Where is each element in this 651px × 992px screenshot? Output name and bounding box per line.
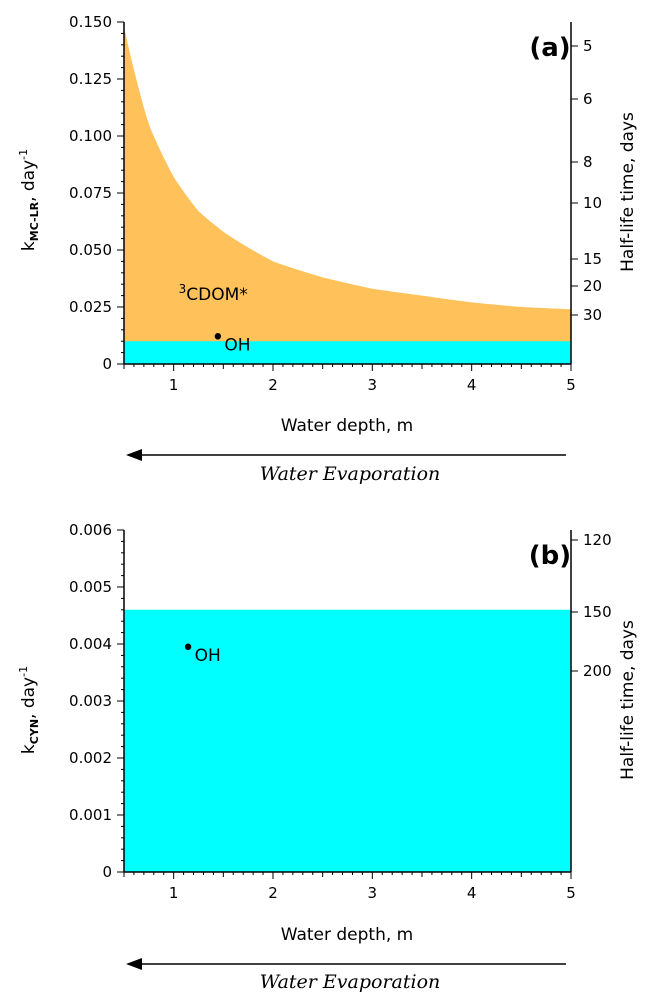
panel-b-ylabel: kCYN, day-1 xyxy=(17,666,41,754)
panel-a-x-tick-label: 4 xyxy=(467,376,477,394)
panel-b-label: (b) xyxy=(529,541,571,571)
panel-a-y2-tick-label: 6 xyxy=(583,90,593,108)
panel-b-y-tick-label: 0.004 xyxy=(69,635,112,653)
panel-b-y-tick-label: 0.005 xyxy=(69,578,112,596)
panel-b-ylabel-k: k xyxy=(19,744,39,754)
panel-b-y2-tick-label: 200 xyxy=(583,662,612,680)
panel-a-y2-tick-label: 5 xyxy=(583,37,593,55)
panel-a-arrow-head xyxy=(126,449,142,461)
panel-a-y-tick-label: 0.050 xyxy=(69,241,112,259)
panel-a-y-tick-label: 0.150 xyxy=(69,13,112,31)
panel-b-y2-tick-label: 150 xyxy=(583,603,612,621)
panel-b-x-tick-label: 4 xyxy=(467,884,477,902)
panel-a-ylabel-k: k xyxy=(19,241,39,251)
panel-b-ylabel-sub: CYN xyxy=(28,719,41,744)
panel-a-ticks: 1 2 3 4 5 0 0.025 0.050 0.075 0.100 0.125 0.150 5 6 8 1… xyxy=(69,13,602,394)
panel-b-oh-label: •OH xyxy=(182,636,221,666)
panel-a-y2label: Half-life time, days xyxy=(618,112,638,272)
panel-a-ylabel-suffix: , day xyxy=(19,160,39,202)
panel-b-x-tick-label: 5 xyxy=(566,884,576,902)
panel-b-y-tick-label: 0.001 xyxy=(69,806,112,824)
panel-a-y2-tick-label: 20 xyxy=(583,277,602,295)
panel-a-y2-tick-label: 15 xyxy=(583,250,602,268)
panel-b-areas xyxy=(124,609,571,872)
panel-b-x-tick-label: 1 xyxy=(169,884,179,902)
panel-a-y-tick-label: 0.075 xyxy=(69,184,112,202)
panel-a-y2-tick-label: 8 xyxy=(583,153,593,171)
panel-b: 1 2 3 4 5 0 0.001 0.002 0.003 0.004 0.005 0.006 120 1… xyxy=(17,521,638,992)
panel-b-evaporation-arrow: Water Evaporation xyxy=(126,958,566,992)
panel-a-oh-area xyxy=(124,341,571,364)
panel-b-xlabel: Water depth, m xyxy=(281,925,414,945)
panel-a-oh-label-dot: • xyxy=(211,325,224,350)
panel-a-ylabel-sup: -1 xyxy=(17,149,30,160)
panel-b-evaporation-label: Water Evaporation xyxy=(260,971,441,992)
panel-a-oh-label-text: OH xyxy=(224,335,250,355)
panel-a-oh-label: •OH xyxy=(211,325,250,355)
panel-a-label: (a) xyxy=(529,33,570,63)
panel-a-cdom-area xyxy=(124,26,571,365)
panel-b-ticks: 1 2 3 4 5 0 0.001 0.002 0.003 0.004 0.005 0.006 120 1… xyxy=(69,521,612,902)
panel-a-evaporation-arrow: Water Evaporation xyxy=(126,449,566,485)
panel-a-y2-tick-label: 30 xyxy=(583,306,602,324)
panel-a-ylabel: kMC-LR, day-1 xyxy=(17,149,41,251)
panel-a-cdom-label-text: CDOM* xyxy=(186,285,248,305)
panel-a-x-tick-label: 2 xyxy=(268,376,278,394)
panel-b-y-tick-label: 0.002 xyxy=(69,749,112,767)
panel-b-oh-label-dot: • xyxy=(182,636,195,661)
panel-b-x-tick-label: 2 xyxy=(268,884,278,902)
panel-a: 1 2 3 4 5 0 0.025 0.050 0.075 0.100 0.125 0.150 5 6 8 1… xyxy=(17,13,638,485)
panel-a-y-tick-label: 0 xyxy=(102,355,112,373)
panel-a-cdom-label-sup: 3 xyxy=(179,282,187,296)
panel-a-ylabel-sub: MC-LR xyxy=(28,201,41,241)
panel-b-y-tick-label: 0 xyxy=(102,863,112,881)
panel-b-oh-area xyxy=(124,609,571,872)
panel-a-x-tick-label: 1 xyxy=(169,376,179,394)
panel-a-y-tick-label: 0.125 xyxy=(69,70,112,88)
panel-b-arrow-head xyxy=(126,958,142,970)
panel-a-x-tick-label: 5 xyxy=(566,376,576,394)
panel-a-x-tick-label: 3 xyxy=(368,376,378,394)
panel-a-areas xyxy=(124,26,571,365)
panel-b-ylabel-suffix: , day xyxy=(19,677,39,719)
panel-a-y2-tick-label: 10 xyxy=(583,194,602,212)
panel-a-cdom-label: 3CDOM* xyxy=(179,282,248,305)
panel-a-xlabel: Water depth, m xyxy=(281,416,414,436)
panel-b-y-tick-label: 0.003 xyxy=(69,692,112,710)
panel-b-y-tick-label: 0.006 xyxy=(69,521,112,539)
panel-b-x-tick-label: 3 xyxy=(368,884,378,902)
panel-b-y2label: Half-life time, days xyxy=(618,620,638,780)
panel-b-oh-label-text: OH xyxy=(195,646,221,666)
panel-b-ylabel-sup: -1 xyxy=(17,666,30,677)
panel-a-y-tick-label: 0.025 xyxy=(69,298,112,316)
panel-a-evaporation-label: Water Evaporation xyxy=(260,463,441,485)
panel-b-y2-tick-label: 120 xyxy=(583,531,612,549)
panel-a-y-tick-label: 0.100 xyxy=(69,127,112,145)
